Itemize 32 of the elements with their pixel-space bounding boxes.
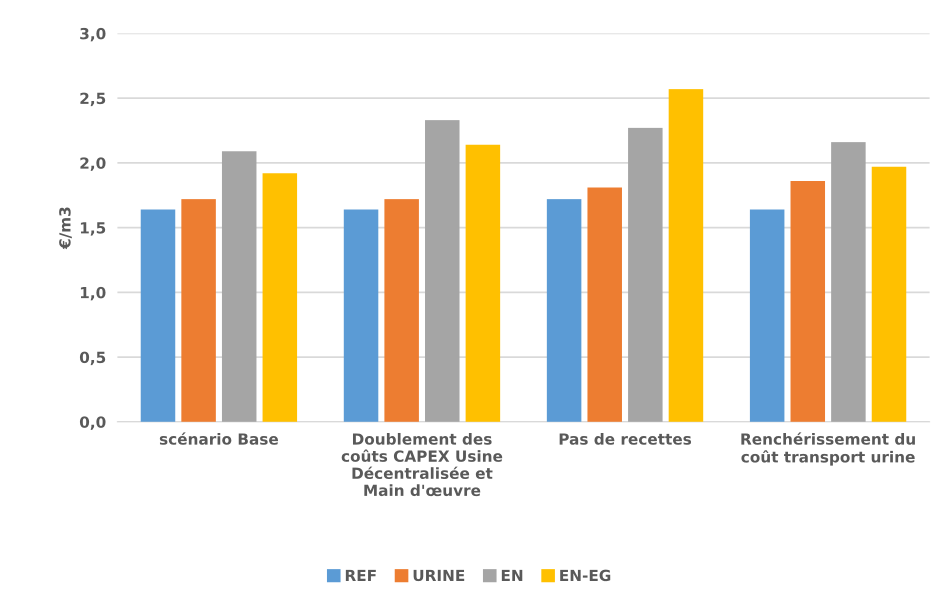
y-tick-label: 2,0 <box>80 157 106 171</box>
bar <box>466 144 500 422</box>
y-tick-label: 1,5 <box>80 222 106 236</box>
y-tick-label: 0,5 <box>80 352 106 366</box>
bar <box>344 209 378 422</box>
bar <box>546 199 582 422</box>
y-tick-label: 1,0 <box>80 286 106 300</box>
bar <box>831 142 866 422</box>
y-axis-title: €/m3 <box>59 207 72 250</box>
legend-label: REF <box>346 570 376 581</box>
bar <box>140 209 176 422</box>
legend-label: EN <box>502 570 522 581</box>
bar <box>181 199 216 422</box>
bar <box>384 199 419 422</box>
bar <box>262 173 298 422</box>
bar <box>668 89 704 422</box>
x-tick-label: Doublement des coûts CAPEX Usine Décentralisée et Main d'œuvre <box>342 432 502 496</box>
bar <box>628 128 663 422</box>
y-tick-label: 3,0 <box>80 28 106 42</box>
bar <box>587 187 622 422</box>
x-tick-label: scénario Base <box>160 432 278 445</box>
bar <box>222 151 256 422</box>
y-tick-label: 2,5 <box>80 92 106 106</box>
bar <box>872 166 906 422</box>
x-tick-label: Pas de recettes <box>560 432 692 445</box>
bar <box>425 120 460 422</box>
bar <box>790 181 826 422</box>
bar <box>750 209 784 422</box>
legend-label: URINE <box>414 570 464 582</box>
x-tick-label: Renchérissement du coût transport urine <box>741 432 915 466</box>
y-tick-label: 0,0 <box>80 416 106 430</box>
legend-label: EN-EG <box>560 570 610 582</box>
